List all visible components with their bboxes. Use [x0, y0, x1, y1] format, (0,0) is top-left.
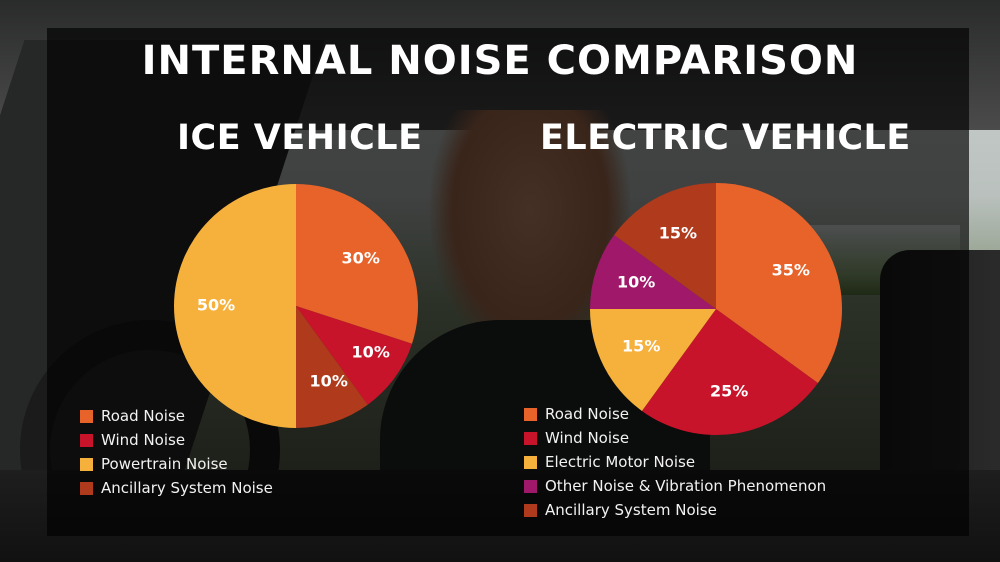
ev-slice-label-electric-motor-noise: 15% [622, 337, 660, 356]
ice-legend-label: Powertrain Noise [101, 455, 228, 473]
ice-legend-item-road-noise: Road Noise [80, 404, 273, 428]
ev-slice-label-wind-noise: 25% [710, 382, 748, 401]
ev-legend-label: Other Noise & Vibration Phenomenon [545, 477, 827, 495]
ev-legend-swatch [524, 503, 537, 517]
ice-legend-swatch [80, 481, 93, 495]
ice-chart-title: ICE VEHICLE [177, 118, 423, 158]
ev-slice-label-ancillary-system-noise: 15% [659, 224, 697, 243]
ev-legend-swatch [524, 479, 537, 493]
ev-legend-swatch [524, 407, 537, 421]
ice-legend-label: Road Noise [101, 407, 186, 425]
ev-legend-label: Ancillary System Noise [545, 501, 717, 519]
main-title: INTERNAL NOISE COMPARISON [141, 38, 859, 84]
ev-legend-swatch [524, 431, 537, 445]
ice-legend-item-ancillary-system-noise: Ancillary System Noise [80, 476, 273, 500]
ice-slice-label-wind-noise: 10% [352, 343, 390, 362]
ev-legend-item-wind-noise: Wind Noise [524, 426, 826, 450]
ice-slice-wind-noise [296, 306, 413, 405]
ice-legend-label: Ancillary System Noise [101, 479, 273, 497]
ev-legend-item-road-noise: Road Noise [524, 402, 826, 426]
ev-legend-item-ancillary-system-noise: Ancillary System Noise [524, 498, 826, 522]
ice-legend-item-powertrain-noise: Powertrain Noise [80, 452, 273, 476]
ev-slice-ancillary-system-noise [614, 183, 716, 309]
ice-legend: Road Noise Wind Noise Powertrain Noise Anci… [80, 404, 273, 500]
ev-chart-title: ELECTRIC VEHICLE [540, 118, 911, 158]
ice-pie-chart: 30% 10%10% 50% [174, 184, 419, 428]
ice-legend-label: Wind Noise [101, 431, 186, 449]
ice-legend-swatch [80, 409, 93, 423]
ev-legend-item-other-noise-and-vibration-phenomenon: Other Noise & Vibration Phenomenon [524, 474, 826, 498]
ice-slice-powertrain-noise [174, 184, 296, 428]
ice-slice-ancillary-system-noise [296, 306, 368, 428]
ice-legend-swatch [80, 457, 93, 471]
ev-legend-label: Road Noise [545, 405, 630, 423]
ev-pie-chart: 35% 25% 15% 10% 15% [590, 183, 843, 436]
ev-slice-label-other-noise-and-vibration-phenomenon: 10% [617, 273, 655, 292]
ev-legend: Road Noise Wind Noise Electric Motor Noise… [524, 402, 826, 522]
ice-slice-label-powertrain-noise: 50% [197, 296, 235, 315]
ev-legend-item-electric-motor-noise: Electric Motor Noise [524, 450, 826, 474]
ev-legend-label: Electric Motor Noise [545, 453, 696, 471]
ice-slice-label-ancillary-system-noise: 10% [310, 372, 348, 391]
ev-slice-electric-motor-noise [590, 309, 716, 411]
ev-slice-label-road-noise: 35% [772, 260, 810, 279]
ice-slice-road-noise [296, 184, 419, 344]
ev-slice-wind-noise [641, 309, 818, 436]
ice-legend-item-wind-noise: Wind Noise [80, 428, 273, 452]
ev-legend-label: Wind Noise [545, 429, 630, 447]
ev-slice-other-noise-and-vibration-phenomenon [590, 234, 716, 309]
ev-legend-swatch [524, 455, 537, 469]
ev-slice-road-noise [716, 183, 843, 384]
ice-legend-swatch [80, 433, 93, 447]
ice-slice-label-road-noise: 30% [342, 249, 380, 268]
